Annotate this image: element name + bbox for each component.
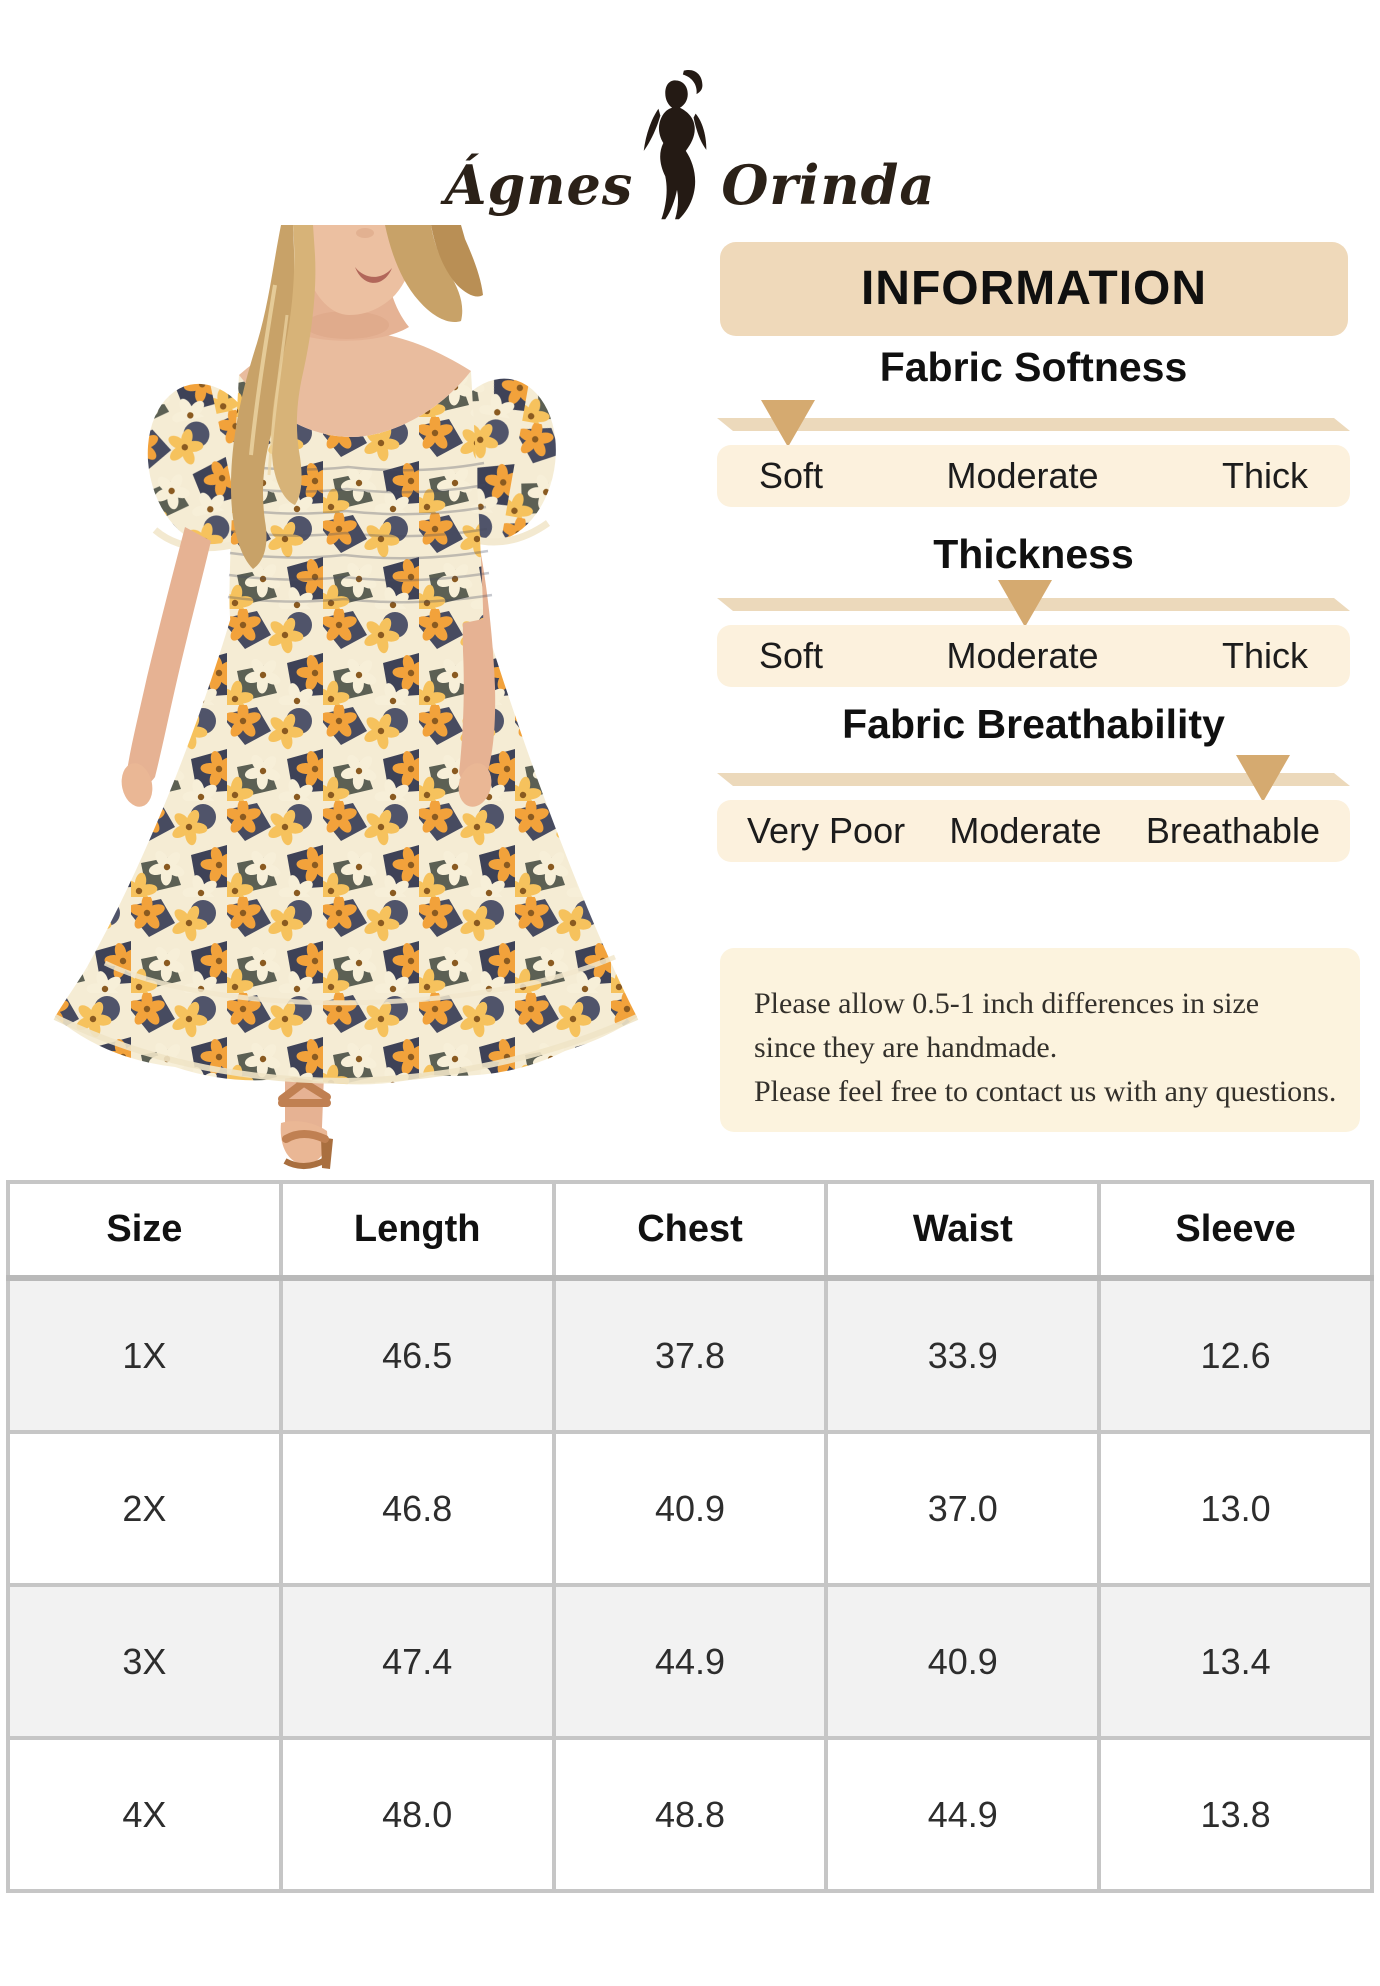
- cell-length: 47.4: [278, 1583, 556, 1740]
- cell-waist: 33.9: [824, 1276, 1102, 1434]
- scale-label: Soft: [759, 455, 824, 496]
- scale-label: Moderate: [946, 455, 1099, 496]
- section-heading-fabric-softness: Fabric Softness: [879, 344, 1188, 390]
- column-header-waist: Waist: [824, 1180, 1102, 1281]
- smocking-lines: [227, 461, 493, 604]
- scale-line: [717, 773, 1350, 786]
- fabric-breathability-scale: Very Poor Moderate Breathable: [717, 755, 1350, 863]
- cell-length: 46.8: [278, 1430, 556, 1587]
- size-chart-table: Size Length Chest Waist Sleeve 1X 46.5 3…: [6, 1180, 1374, 1893]
- cell-sleeve: 12.6: [1097, 1276, 1374, 1434]
- cell-waist: 37.0: [824, 1430, 1102, 1587]
- fabric-softness-scale: Soft Moderate Thick: [717, 400, 1350, 508]
- face-partial: [301, 225, 417, 315]
- woman-silhouette-icon: [644, 69, 707, 220]
- scale-label: Breathable: [1145, 810, 1320, 851]
- column-header-sleeve: Sleeve: [1097, 1180, 1374, 1281]
- scale-line: [717, 418, 1350, 431]
- down-triangle-icon: [761, 400, 815, 447]
- column-header-chest: Chest: [551, 1180, 829, 1281]
- cell-sleeve: 13.8: [1097, 1736, 1374, 1893]
- down-triangle-icon: [1236, 755, 1290, 802]
- table-row-4x: 4X 48.0 48.8 44.9 13.8: [6, 1736, 1374, 1893]
- cell-size: 1X: [6, 1276, 283, 1434]
- brand-name-left: Ágnes: [444, 153, 634, 217]
- table-row-2x: 2X 46.8 40.9 37.0 13.0: [6, 1430, 1374, 1587]
- cell-length: 46.5: [278, 1276, 556, 1434]
- hair: [231, 225, 483, 569]
- dress-skirt: [55, 617, 637, 1085]
- section-heading-thickness: Thickness: [933, 531, 1134, 577]
- cell-waist: 44.9: [824, 1736, 1102, 1893]
- information-header: INFORMATION: [720, 242, 1348, 336]
- cell-length: 48.0: [278, 1736, 556, 1893]
- cell-chest: 37.8: [551, 1276, 829, 1434]
- smile: [355, 267, 392, 283]
- scale-label: Moderate: [946, 635, 1099, 676]
- column-header-length: Length: [278, 1180, 556, 1281]
- table-row-3x: 3X 47.4 44.9 40.9 13.4: [6, 1583, 1374, 1740]
- cell-chest: 44.9: [551, 1583, 829, 1740]
- scale-bar: Soft Moderate Thick: [717, 445, 1350, 507]
- dress-illustration: [53, 225, 639, 1169]
- cell-sleeve: 13.0: [1097, 1430, 1374, 1587]
- note-box: Please allow 0.5-1 inch differences in s…: [720, 948, 1360, 1132]
- note-line: Please allow 0.5-1 inch differences in s…: [754, 987, 1260, 1020]
- table-header-row: Size Length Chest Waist Sleeve: [6, 1180, 1374, 1281]
- scale-label: Soft: [759, 635, 824, 676]
- cell-size: 4X: [6, 1736, 283, 1893]
- scale-label: Thick: [1221, 455, 1308, 496]
- scale-label: Moderate: [949, 810, 1102, 851]
- cell-chest: 40.9: [551, 1430, 829, 1587]
- cell-waist: 40.9: [824, 1583, 1102, 1740]
- note-line: Please feel free to contact us with any …: [754, 1075, 1337, 1108]
- scale-label: Very Poor: [747, 810, 906, 851]
- scale-bar: Very Poor Moderate Breathable: [717, 800, 1350, 862]
- section-heading-fabric-breathability: Fabric Breathability: [842, 701, 1225, 747]
- scale-label: Thick: [1221, 635, 1308, 676]
- brand-logo: Ágnes Orinda: [0, 50, 1380, 222]
- column-header-size: Size: [6, 1180, 283, 1281]
- cell-size: 3X: [6, 1583, 283, 1740]
- brand-name-right: Orinda: [721, 153, 936, 217]
- thickness-scale: Soft Moderate Thick: [717, 580, 1350, 688]
- scale-bar: Soft Moderate Thick: [717, 625, 1350, 687]
- table-row-1x: 1X 46.5 37.8 33.9 12.6: [6, 1276, 1374, 1434]
- nose-shadow: [356, 228, 374, 238]
- cell-size: 2X: [6, 1430, 283, 1587]
- model-photo: [35, 225, 660, 1170]
- cell-chest: 48.8: [551, 1736, 829, 1893]
- note-line: since they are handmade.: [754, 1031, 1058, 1064]
- cell-sleeve: 13.4: [1097, 1583, 1374, 1740]
- down-triangle-icon: [998, 580, 1052, 627]
